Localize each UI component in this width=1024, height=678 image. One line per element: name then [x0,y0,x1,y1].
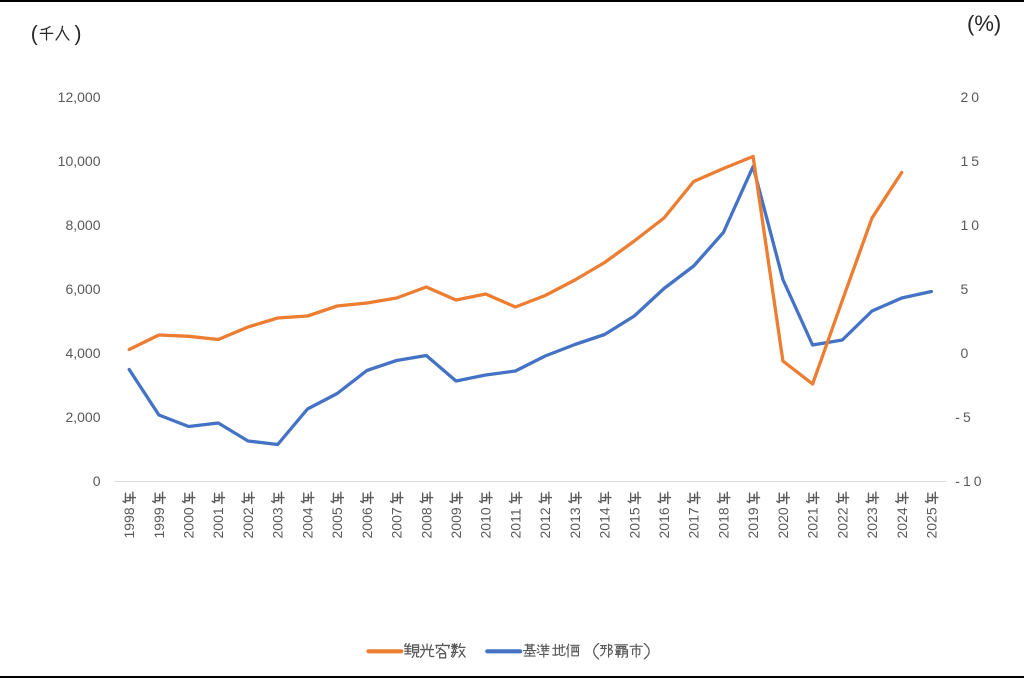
svg-text:2014: 2014 [597,507,613,538]
svg-text:2015: 2015 [626,507,642,538]
svg-text:2020: 2020 [775,507,791,538]
svg-text:): ) [75,22,82,45]
svg-text:2007: 2007 [389,507,405,538]
svg-text:(: ( [31,22,38,45]
svg-text:2,000: 2,000 [65,409,100,425]
svg-text:20: 20 [961,89,983,105]
svg-text:2025: 2025 [924,507,940,538]
svg-text:8,000: 8,000 [65,217,100,233]
svg-text:2003: 2003 [270,507,286,538]
svg-text:2021: 2021 [805,507,821,538]
svg-text:2009: 2009 [448,507,464,538]
svg-text:2005: 2005 [329,507,345,538]
svg-text:2017: 2017 [686,507,702,538]
svg-text:2016: 2016 [656,507,672,538]
svg-text:12,000: 12,000 [58,89,101,105]
svg-text:15: 15 [961,153,983,169]
svg-text:2010: 2010 [478,507,494,538]
svg-text:-10: -10 [955,473,984,489]
svg-text:0: 0 [961,345,972,361]
svg-text:2004: 2004 [299,507,315,538]
svg-text:2024: 2024 [894,507,910,538]
svg-text:2000: 2000 [181,507,197,538]
svg-text:6,000: 6,000 [65,281,100,297]
svg-text:0: 0 [93,473,101,489]
svg-text:10: 10 [961,217,983,233]
svg-text:2019: 2019 [745,507,761,538]
svg-text:2011: 2011 [507,508,523,538]
svg-text:2013: 2013 [567,507,583,538]
svg-text:2023: 2023 [864,507,880,538]
svg-text:4,000: 4,000 [65,345,100,361]
svg-text:5: 5 [961,281,972,297]
svg-text:1999: 1999 [151,507,167,538]
svg-text:2008: 2008 [418,507,434,538]
svg-text:2006: 2006 [359,507,375,538]
svg-text:2001: 2001 [210,507,226,538]
svg-text:2012: 2012 [537,507,553,538]
svg-text:2018: 2018 [716,507,732,538]
svg-text:1998: 1998 [121,507,137,538]
svg-text:-5: -5 [955,409,973,425]
svg-text:2002: 2002 [240,507,256,538]
svg-text:2022: 2022 [834,507,850,538]
svg-text:10,000: 10,000 [58,153,101,169]
svg-text:(%): (%) [967,11,1001,36]
